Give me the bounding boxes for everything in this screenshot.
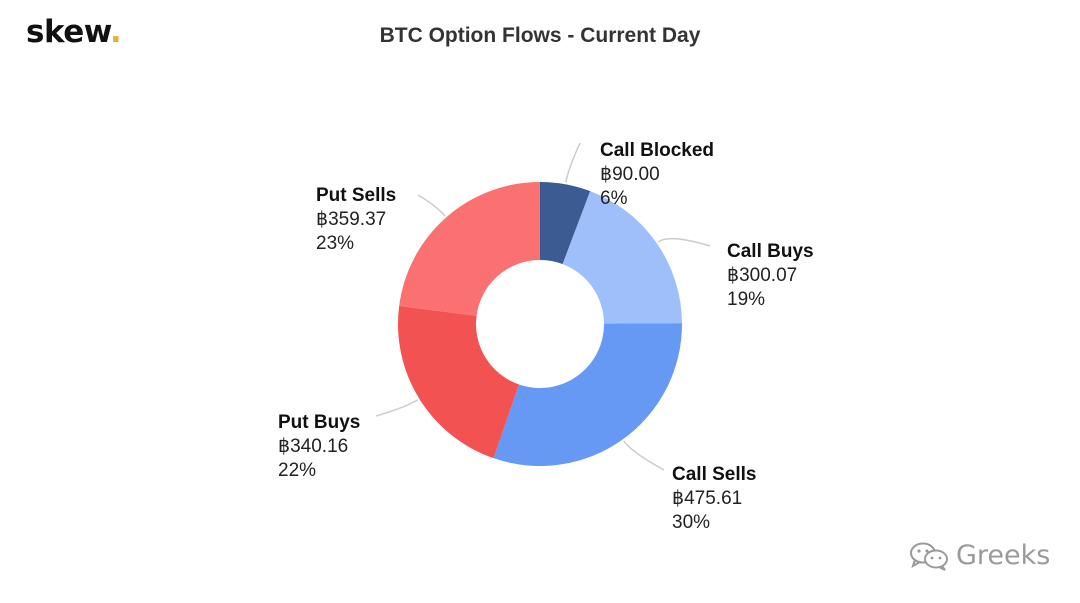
slice-call-sells [493, 323, 683, 466]
label-name: Call Buys [727, 241, 814, 262]
label-name: Call Sells [672, 464, 757, 485]
label-call-buys: Call Buys ฿300.07 19% [727, 241, 814, 310]
slice-call-buys [562, 191, 682, 324]
connector-put-buys [375, 399, 418, 417]
label-call-blocked: Call Blocked ฿90.00 6% [600, 140, 714, 209]
slice-labels: Call Blocked ฿90.00 6%Call Buys ฿300.07 19%C… [278, 140, 814, 533]
label-percent: 6% [600, 188, 628, 209]
label-put-sells: Put Sells ฿359.37 23% [316, 185, 396, 254]
label-value: ฿340.16 [278, 436, 348, 457]
connector-call-buys [657, 237, 711, 247]
connector-call-blocked [565, 142, 581, 183]
label-value: ฿90.00 [600, 164, 660, 185]
brand-dot: . [109, 14, 122, 50]
wechat-icon [910, 542, 948, 571]
label-percent: 23% [316, 233, 354, 254]
slice-put-buys [397, 305, 520, 459]
slice-put-sells [399, 182, 540, 316]
label-percent: 22% [278, 460, 316, 481]
label-name: Put Sells [316, 185, 396, 206]
brand-name: skew [26, 14, 110, 50]
label-call-sells: Call Sells ฿475.61 30% [672, 464, 757, 533]
label-value: ฿359.37 [316, 209, 386, 230]
label-name: Call Blocked [600, 140, 714, 161]
connector-put-sells [417, 194, 446, 217]
skew-logo: skew. [26, 14, 122, 50]
label-put-buys: Put Buys ฿340.16 22% [278, 412, 360, 481]
label-value: ฿475.61 [672, 488, 742, 509]
watermark-text: Greeks [956, 540, 1051, 571]
label-value: ฿300.07 [727, 265, 797, 286]
label-percent: 19% [727, 289, 765, 310]
connector-call-sells [623, 440, 665, 471]
watermark: Greeks [908, 540, 1050, 571]
label-name: Put Buys [278, 412, 360, 433]
slice-call-blocked [540, 182, 591, 265]
label-percent: 30% [672, 512, 710, 533]
donut-slices [397, 182, 683, 466]
chart-title: BTC Option Flows - Current Day [379, 24, 701, 47]
label-connectors [375, 142, 711, 471]
